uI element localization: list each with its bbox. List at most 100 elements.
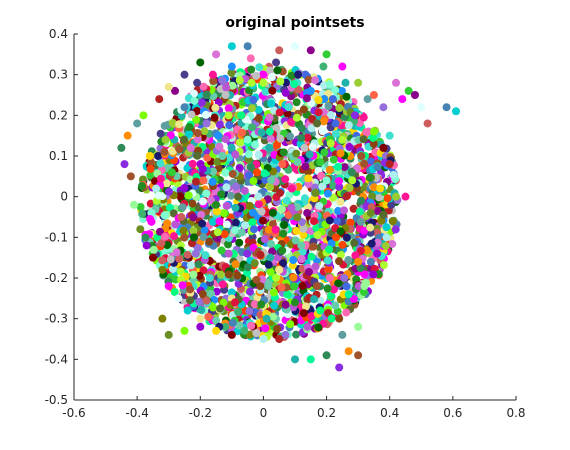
scatter-point [379,103,388,112]
scatter-point [342,92,351,101]
scatter-point [164,282,173,291]
scatter-point [222,220,231,229]
scatter-point [282,196,291,205]
scatter-point [334,162,343,171]
scatter-point [197,98,206,107]
scatter-point [347,168,356,177]
scatter-point [158,314,167,323]
scatter-point [355,207,364,216]
scatter-point [363,95,372,104]
scatter-point [334,257,343,266]
scatter-point [335,182,344,191]
scatter-point [198,197,207,206]
scatter-point [193,151,202,160]
scatter-point [227,42,236,51]
scatter-point [275,108,284,117]
scatter-point [335,363,344,372]
scatter-point [167,168,176,177]
y-tick-label: 0 [60,190,68,204]
scatter-point [160,147,169,156]
scatter-point [373,206,382,215]
scatter-point [344,255,353,264]
scatter-point [377,216,386,225]
scatter-point [314,96,323,104]
scatter-point [165,203,174,212]
scatter-point [401,192,410,201]
scatter-point [247,65,256,74]
scatter-point [180,326,189,335]
scatter-point [354,351,363,360]
scatter-point [320,148,329,157]
scatter-point [303,208,312,217]
scatter-point [299,224,308,233]
scatter-point [297,134,306,143]
scatter-point [212,50,221,59]
scatter-point [383,194,392,203]
scatter-point [196,322,205,331]
scatter-point [248,208,257,217]
scatter-point [350,111,359,120]
scatter-point [341,78,350,87]
scatter-point [267,176,276,185]
scatter-point [224,249,233,258]
scatter-point [237,111,246,120]
scatter-point [221,135,230,144]
scatter-point [349,295,358,304]
scatter-point [404,86,413,95]
scatter-point [185,285,194,294]
y-tick-label: 0.3 [49,68,68,82]
scatter-point [359,113,368,122]
scatter-point [286,132,295,141]
axes: -0.6 -0.4 -0.2 0 0.2 0.4 0.6 0.8 -0.5 -0.4 -0.3 -0.… [45,27,526,420]
scatter-point [379,261,388,270]
scatter-point [138,182,147,191]
scatter-point [340,163,349,172]
scatter-point [357,152,366,160]
x-tick-label: 0.2 [317,406,336,420]
scatter-point [357,196,366,205]
scatter-point [259,70,268,79]
scatter-point [292,98,301,107]
scatter-point [210,295,219,304]
scatter-point [193,129,202,138]
scatter-point [189,233,198,242]
scatter-point [170,288,179,297]
scatter-point [180,70,189,79]
scatter-point [266,182,275,191]
scatter-point [329,155,338,164]
scatter-point [360,282,369,291]
scatter-point [281,300,290,309]
scatter-point [335,103,344,112]
scatter-point [180,184,189,193]
scatter-point [277,283,286,292]
scatter-point [331,86,340,95]
scatter-point [218,152,227,160]
scatter-point [260,169,269,178]
scatter-point [325,80,334,89]
scatter-point [235,321,244,330]
scatter-point [349,204,358,213]
scatter-point [198,219,207,228]
scatter-point [162,179,171,188]
scatter-point [257,207,266,216]
scatter-point [410,91,419,99]
scatter-point [214,131,223,140]
scatter-point [325,245,334,254]
scatter-point [235,238,244,247]
scatter-point [148,253,157,262]
scatter-point [336,197,345,206]
scatter-point [205,237,214,246]
scatter-point [212,316,221,325]
scatter-point [270,301,279,310]
scatter-point [212,200,221,209]
scatter-point [209,77,218,85]
scatter-point [129,200,138,209]
scatter-point [164,82,173,91]
scatter-point [265,143,274,152]
scatter-point [183,250,192,259]
scatter-point [247,104,256,113]
scatter-point [220,230,229,239]
scatter-point [157,239,166,248]
scatter-point [248,218,257,227]
scatter-point [283,290,292,299]
